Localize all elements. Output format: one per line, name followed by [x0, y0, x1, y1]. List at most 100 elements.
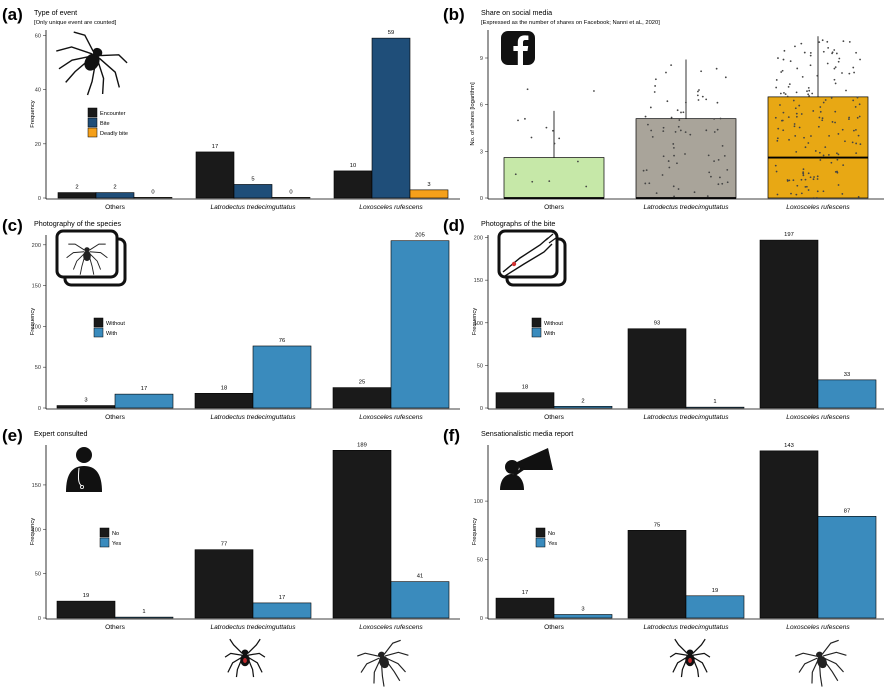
jitter-point	[857, 134, 860, 137]
jitter-point	[802, 174, 805, 177]
jitter-point	[585, 185, 588, 188]
jitter-point	[852, 66, 855, 69]
jitter-point	[848, 118, 850, 121]
bar-value-label: 17	[279, 595, 285, 601]
loxosceles-icon	[792, 638, 855, 689]
legend-label: Yes	[548, 541, 557, 547]
jitter-point	[793, 123, 796, 125]
jitter-point	[805, 185, 808, 188]
jitter-point	[526, 88, 529, 91]
panel-label-e: (e)	[2, 426, 23, 445]
jitter-point	[788, 179, 791, 182]
legend-label: Deadly bite	[100, 131, 128, 137]
bar	[95, 192, 135, 199]
bar-value-label: 189	[357, 442, 367, 448]
jitter-point	[818, 116, 821, 119]
jitter-point	[834, 82, 837, 85]
bar-value-label: 19	[83, 593, 89, 599]
bar-value-label: 143	[784, 443, 794, 449]
jitter-point	[834, 170, 837, 173]
jitter-point	[662, 155, 665, 158]
jitter-point	[670, 64, 673, 67]
legend-swatch	[87, 107, 98, 118]
x-category-label: Others	[544, 204, 564, 211]
bar	[553, 614, 613, 619]
jitter-point	[816, 190, 819, 193]
jitter-point	[841, 72, 843, 74]
jitter-point	[726, 181, 729, 184]
jitter-point	[672, 143, 675, 145]
x-category-label: Others	[105, 414, 125, 421]
jitter-point	[776, 139, 779, 142]
jitter-point	[647, 123, 649, 126]
jitter-point	[822, 101, 825, 104]
bar	[553, 405, 613, 409]
jitter-point	[833, 49, 836, 51]
panel-label-b: (b)	[443, 5, 465, 24]
jitter-point	[790, 192, 792, 195]
panel-label-f: (f)	[443, 426, 460, 445]
jitter-point	[514, 173, 517, 176]
jitter-point	[668, 166, 671, 169]
jitter-point	[854, 106, 857, 108]
legend-label: No	[548, 531, 555, 537]
x-category-label: Latrodectus tredecimguttatus	[210, 624, 296, 631]
jitter-point	[858, 103, 861, 106]
jitter-point	[807, 93, 810, 96]
jitter-point	[667, 160, 670, 162]
bar-value-label: 1	[713, 399, 716, 405]
jitter-point	[665, 71, 667, 74]
chart-expert-consulted: 0 50 100 150 Frequency 19 1 Others 77 17 Latrodect…	[30, 442, 460, 631]
y-tick-label: 50	[477, 363, 483, 369]
spider-photo-icon	[55, 229, 127, 287]
jitter-point	[798, 104, 801, 107]
bar	[390, 581, 450, 619]
jitter-point	[830, 97, 833, 99]
bar-value-label: 17	[212, 144, 218, 150]
jitter-point	[524, 117, 526, 120]
jitter-point	[802, 171, 805, 174]
jitter-point	[802, 172, 805, 175]
y-tick-label: 0	[38, 406, 41, 412]
jitter-point	[827, 154, 830, 156]
jitter-point	[818, 41, 821, 44]
bar-value-label: 197	[784, 232, 794, 238]
bar-value-label: 93	[654, 321, 660, 327]
jitter-point	[838, 57, 841, 60]
panel-subtitle-b: [Expressed as the number of shares on Fa…	[481, 20, 660, 26]
x-category-label: Latrodectus tredecimguttatus	[643, 624, 729, 631]
jitter-point	[819, 159, 822, 161]
bar	[114, 616, 174, 619]
bar	[56, 405, 116, 409]
jitter-point	[706, 195, 709, 198]
jitter-point	[858, 115, 861, 118]
panel-label-a: (a)	[2, 5, 23, 24]
y-tick-label: 3	[480, 149, 483, 155]
jitter-point	[713, 117, 716, 120]
jitter-point	[808, 89, 811, 92]
jitter-point	[653, 91, 656, 93]
y-tick-label: 0	[480, 616, 483, 622]
bar	[627, 530, 687, 619]
jitter-point	[834, 121, 836, 124]
jitter-point	[779, 104, 781, 106]
jitter-point	[800, 192, 803, 195]
bar	[409, 189, 449, 199]
jitter-point	[851, 141, 854, 144]
jitter-point	[837, 60, 840, 63]
bar	[333, 170, 373, 199]
jitter-point	[650, 129, 653, 132]
jitter-point	[821, 119, 824, 122]
jitter-point	[782, 58, 785, 61]
x-category-label: Loxosceles rufescens	[359, 204, 423, 211]
jitter-point	[827, 46, 830, 49]
jitter-point	[855, 152, 858, 155]
jitter-point	[685, 101, 687, 104]
panel-title-c: Photography of the species	[34, 219, 122, 228]
panel-subtitle-a: [Only unique event are counted]	[34, 20, 117, 26]
jitter-point	[642, 169, 645, 172]
legend-label: Yes	[112, 541, 121, 547]
jitter-point	[677, 188, 680, 190]
y-tick-label: 60	[35, 33, 41, 39]
